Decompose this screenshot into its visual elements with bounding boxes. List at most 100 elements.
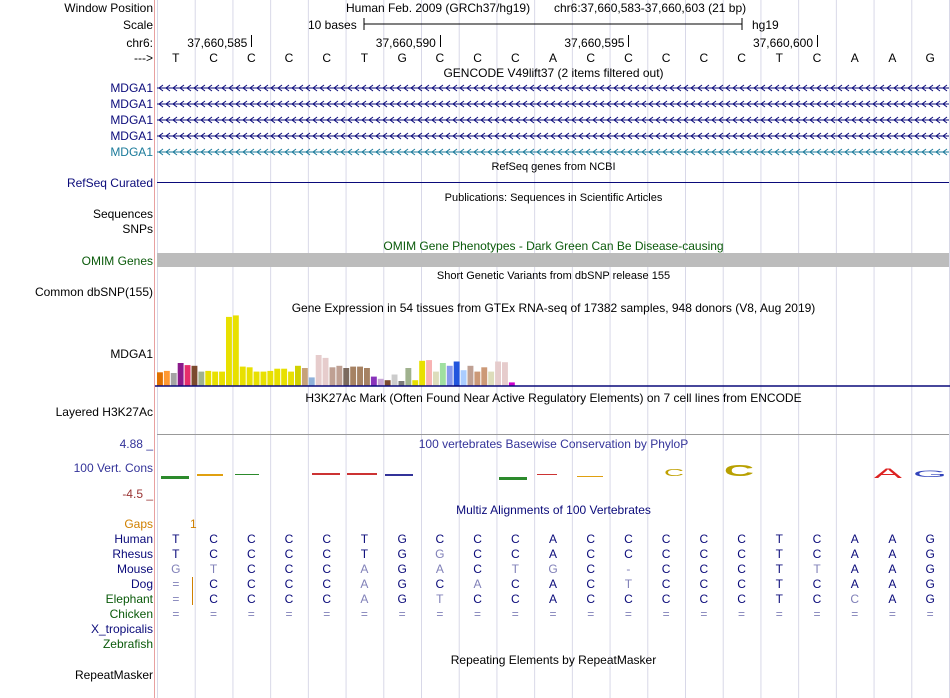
gtex-tissue-bar[interactable]: [343, 368, 350, 386]
gtex-tissue-bar[interactable]: [508, 382, 515, 386]
gtex-tissue-bar[interactable]: [322, 357, 329, 386]
phylop-track-label[interactable]: 100 Vert. Cons: [73, 461, 153, 475]
gtex-tissue-bar[interactable]: [398, 381, 405, 386]
gtex-tissue-bar[interactable]: [170, 373, 177, 386]
gtex-tissue-bar[interactable]: [157, 372, 163, 386]
snps-label[interactable]: SNPs: [122, 222, 153, 236]
species-label-elephant[interactable]: Elephant: [105, 592, 153, 606]
gtex-tissue-bar[interactable]: [364, 368, 370, 386]
base-letter: A: [850, 51, 859, 65]
gtex-tissue-bar[interactable]: [502, 362, 508, 386]
gtex-tissue-bar[interactable]: [453, 361, 460, 387]
gencode-item-label[interactable]: MDGA1: [110, 129, 153, 143]
gtex-gene-label[interactable]: MDGA1: [110, 347, 153, 361]
alignment-base: =: [587, 607, 595, 621]
gtex-tissue-bar[interactable]: [281, 368, 288, 386]
gtex-tissue-bar[interactable]: [467, 365, 474, 386]
gencode-item-label[interactable]: MDGA1: [110, 81, 153, 95]
gtex-tissue-bar[interactable]: [219, 371, 225, 386]
gtex-tissue-bar[interactable]: [405, 368, 412, 386]
gencode-item-label[interactable]: MDGA1: [110, 113, 153, 127]
gtex-tissue-bar[interactable]: [191, 365, 198, 386]
gtex-tissue-bar[interactable]: [315, 355, 322, 386]
strand-arrow: [578, 148, 584, 156]
gtex-tissue-bar[interactable]: [357, 366, 363, 386]
gtex-tissue-bar[interactable]: [308, 377, 315, 386]
strand-arrow: [284, 148, 290, 156]
phylop-logo[interactable]: C C A G: [157, 460, 950, 484]
gencode-item-label[interactable]: MDGA1: [110, 97, 153, 111]
species-label-chicken[interactable]: Chicken: [109, 607, 153, 621]
gtex-tissue-bar[interactable]: [495, 361, 501, 387]
gtex-tissue-bar[interactable]: [184, 365, 191, 386]
species-label-zebrafish[interactable]: Zebrafish: [102, 637, 153, 651]
gtex-tissue-bar[interactable]: [260, 371, 267, 386]
species-label-mouse[interactable]: Mouse: [116, 562, 153, 576]
gtex-tissue-bar[interactable]: [246, 367, 253, 386]
gtex-tissue-bar[interactable]: [474, 371, 481, 386]
gtex-tissue-bar[interactable]: [481, 367, 488, 386]
gtex-tissue-bar[interactable]: [301, 368, 308, 386]
alignment-base: C: [473, 592, 482, 606]
gencode-transcript[interactable]: [157, 146, 949, 158]
strand-arrow: [165, 84, 171, 92]
gtex-tissue-bar[interactable]: [239, 366, 246, 386]
strand-arrow: [732, 84, 738, 92]
gencode-transcript[interactable]: [157, 82, 949, 94]
species-label-dog[interactable]: Dog: [130, 577, 153, 591]
gencode-transcript[interactable]: [157, 114, 949, 126]
gtex-tissue-bar[interactable]: [177, 363, 184, 386]
species-label-human[interactable]: Human: [114, 532, 153, 546]
gtex-tissue-bar[interactable]: [336, 365, 343, 386]
gtex-tissue-bar[interactable]: [329, 367, 336, 386]
gtex-tissue-bar[interactable]: [212, 371, 219, 386]
strand-arrow: [501, 116, 507, 124]
gtex-tissue-bar[interactable]: [253, 371, 260, 386]
strand-arrow: [704, 84, 710, 92]
strand-arrow: [501, 148, 507, 156]
strand-arrow: [347, 148, 353, 156]
gtex-tissue-bar[interactable]: [350, 366, 357, 386]
gtex-tissue-bar[interactable]: [412, 380, 419, 386]
gtex-tissue-bar[interactable]: [288, 371, 294, 386]
strand-arrow: [564, 148, 570, 156]
strand-arrow: [795, 148, 801, 156]
gtex-tissue-bar[interactable]: [205, 370, 212, 386]
gtex-tissue-bar[interactable]: [274, 368, 281, 386]
omim-gene-bar[interactable]: [157, 253, 949, 267]
common-dbsnp-label[interactable]: Common dbSNP(155): [34, 285, 153, 299]
species-label-x_tropicalis[interactable]: X_tropicalis: [90, 622, 153, 636]
gaps-label[interactable]: Gaps: [124, 517, 153, 531]
gtex-tissue-bar[interactable]: [232, 315, 239, 386]
gtex-tissue-bar[interactable]: [419, 360, 426, 386]
gtex-tissue-bar[interactable]: [446, 365, 453, 386]
gtex-tissue-bar[interactable]: [295, 365, 301, 386]
refseq-curated-label[interactable]: RefSeq Curated: [66, 176, 153, 190]
gtex-tissue-bar[interactable]: [433, 371, 439, 386]
gtex-tissue-bar[interactable]: [439, 363, 446, 386]
gencode-item-label[interactable]: MDGA1: [110, 145, 153, 159]
gtex-tissue-bar[interactable]: [488, 371, 495, 386]
sequences-label[interactable]: Sequences: [92, 207, 153, 221]
gencode-transcript[interactable]: [157, 98, 949, 110]
gtex-tissue-bar[interactable]: [163, 370, 170, 386]
gtex-tissue-bar[interactable]: [460, 370, 467, 386]
gtex-tissue-bar[interactable]: [426, 360, 432, 386]
gtex-bar-chart[interactable]: [155, 314, 950, 388]
gtex-tissue-bar[interactable]: [267, 370, 274, 386]
strand-arrow: [662, 132, 668, 140]
gtex-tissue-bar[interactable]: [370, 376, 377, 386]
repeatmasker-label[interactable]: RepeatMasker: [74, 668, 153, 682]
species-label-rhesus[interactable]: Rhesus: [112, 547, 153, 561]
gencode-transcript[interactable]: [157, 130, 949, 142]
gtex-tissue-bar[interactable]: [377, 378, 384, 386]
gtex-tissue-bar[interactable]: [391, 374, 398, 387]
gtex-tissue-bar[interactable]: [384, 380, 391, 386]
refseq-line[interactable]: [157, 182, 949, 183]
strand-arrow: [592, 84, 598, 92]
gtex-tissue-bar[interactable]: [198, 371, 205, 386]
gtex-tissue-bar[interactable]: [226, 316, 232, 386]
omim-genes-label[interactable]: OMIM Genes: [81, 254, 153, 268]
layered-h3k27ac-label[interactable]: Layered H3K27Ac: [55, 405, 153, 419]
